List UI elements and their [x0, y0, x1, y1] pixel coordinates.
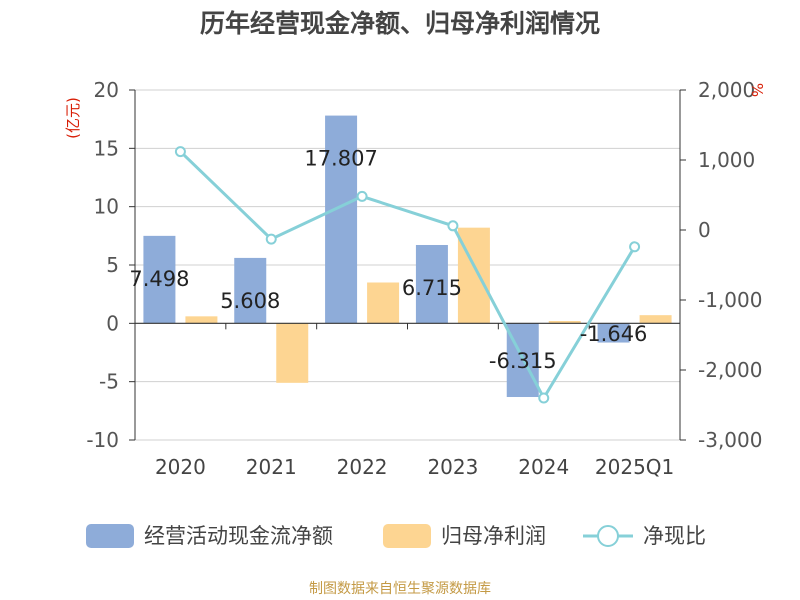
x-tick-label-2025q1: 2025Q1 [595, 455, 674, 479]
right-tick-label: 1,000 [698, 148, 755, 172]
legend: 经营活动现金流净额 归母净利润 净现比 [86, 524, 706, 548]
ratio-line [174, 146, 641, 404]
left-tick-label: 5 [106, 253, 119, 277]
legend-swatch-cash-flow [86, 524, 134, 548]
legend-item-ratio[interactable]: 净现比 [583, 524, 706, 548]
right-tick-label: 2,000 [698, 78, 755, 102]
chart-title: 历年经营现金净额、归母净利润情况 [200, 9, 600, 38]
left-tick-label: -5 [99, 370, 119, 394]
net-profit-bar-2020[interactable] [185, 316, 218, 324]
cash-flow-bars [143, 115, 630, 398]
source-footer: 制图数据来自恒生聚源数据库 [309, 581, 491, 597]
cash-flow-bar-2023[interactable] [415, 244, 448, 324]
left-axis: 20 15 10 5 0 -5 -10 [86, 78, 136, 452]
cash-flow-label-2020: 7.498 [129, 267, 189, 291]
right-tick-label: -3,000 [698, 428, 762, 452]
right-tick-label: -2,000 [698, 358, 762, 382]
cash-flow-label-2022: 17.807 [304, 147, 377, 171]
cash-flow-label-2025q1: -1.646 [580, 322, 648, 346]
net-profit-bar-2024[interactable] [548, 321, 581, 324]
cash-flow-label-2024: -6.315 [489, 349, 557, 373]
ratio-point-2024[interactable] [538, 392, 550, 404]
net-profit-bar-2025q1[interactable] [639, 315, 672, 324]
net-profit-bars [185, 227, 672, 383]
legend-swatch-net-profit [383, 524, 431, 548]
x-axis: 2020 2021 2022 2023 2024 2025Q1 [134, 322, 681, 479]
legend-label-ratio: 净现比 [643, 524, 706, 548]
x-tick-label-2021: 2021 [246, 455, 297, 479]
right-axis-unit: % [748, 83, 766, 97]
ratio-polyline [179, 150, 636, 402]
cash-flow-label-2023: 6.715 [402, 276, 462, 300]
left-tick-label: -10 [86, 428, 119, 452]
cash-flow-bar-2020[interactable] [143, 235, 176, 324]
legend-item-cash-flow[interactable]: 经营活动现金流净额 [86, 524, 333, 548]
legend-marker-ratio [597, 525, 619, 547]
left-tick-label: 10 [94, 195, 119, 219]
left-tick-label: 0 [106, 311, 119, 335]
net-profit-bar-2021[interactable] [276, 323, 309, 383]
ratio-point-2022[interactable] [356, 190, 368, 202]
legend-label-net-profit: 归母净利润 [441, 524, 546, 548]
ratio-point-2020[interactable] [174, 146, 186, 158]
ratio-point-2021[interactable] [265, 233, 277, 245]
gridlines [135, 89, 680, 441]
x-tick-label-2022: 2022 [337, 455, 388, 479]
net-profit-bar-2022[interactable] [367, 282, 400, 324]
data-labels: 7.498 5.608 17.807 6.715 -6.315 -1.646 [129, 147, 647, 374]
right-axis: 2,000 1,000 0 -1,000 -2,000 -3,000 [679, 78, 762, 452]
cash-flow-bar-2021[interactable] [234, 257, 267, 324]
left-tick-label: 20 [94, 78, 119, 102]
legend-label-cash-flow: 经营活动现金流净额 [144, 524, 333, 548]
right-tick-label: 0 [698, 218, 711, 242]
x-tick-label-2024: 2024 [518, 455, 569, 479]
cash-flow-bar-2025q1[interactable] [597, 323, 630, 343]
x-tick-label-2020: 2020 [155, 455, 206, 479]
ratio-point-2025q1[interactable] [629, 241, 641, 253]
cash-flow-label-2021: 5.608 [220, 289, 280, 313]
left-axis-unit: (亿元) [64, 97, 82, 139]
cash-flow-bar-2022[interactable] [325, 115, 358, 324]
left-tick-label: 15 [94, 136, 119, 160]
right-tick-label: -1,000 [698, 288, 762, 312]
legend-item-net-profit[interactable]: 归母净利润 [383, 524, 546, 548]
x-tick-label-2023: 2023 [427, 455, 478, 479]
ratio-point-2023[interactable] [447, 220, 459, 232]
